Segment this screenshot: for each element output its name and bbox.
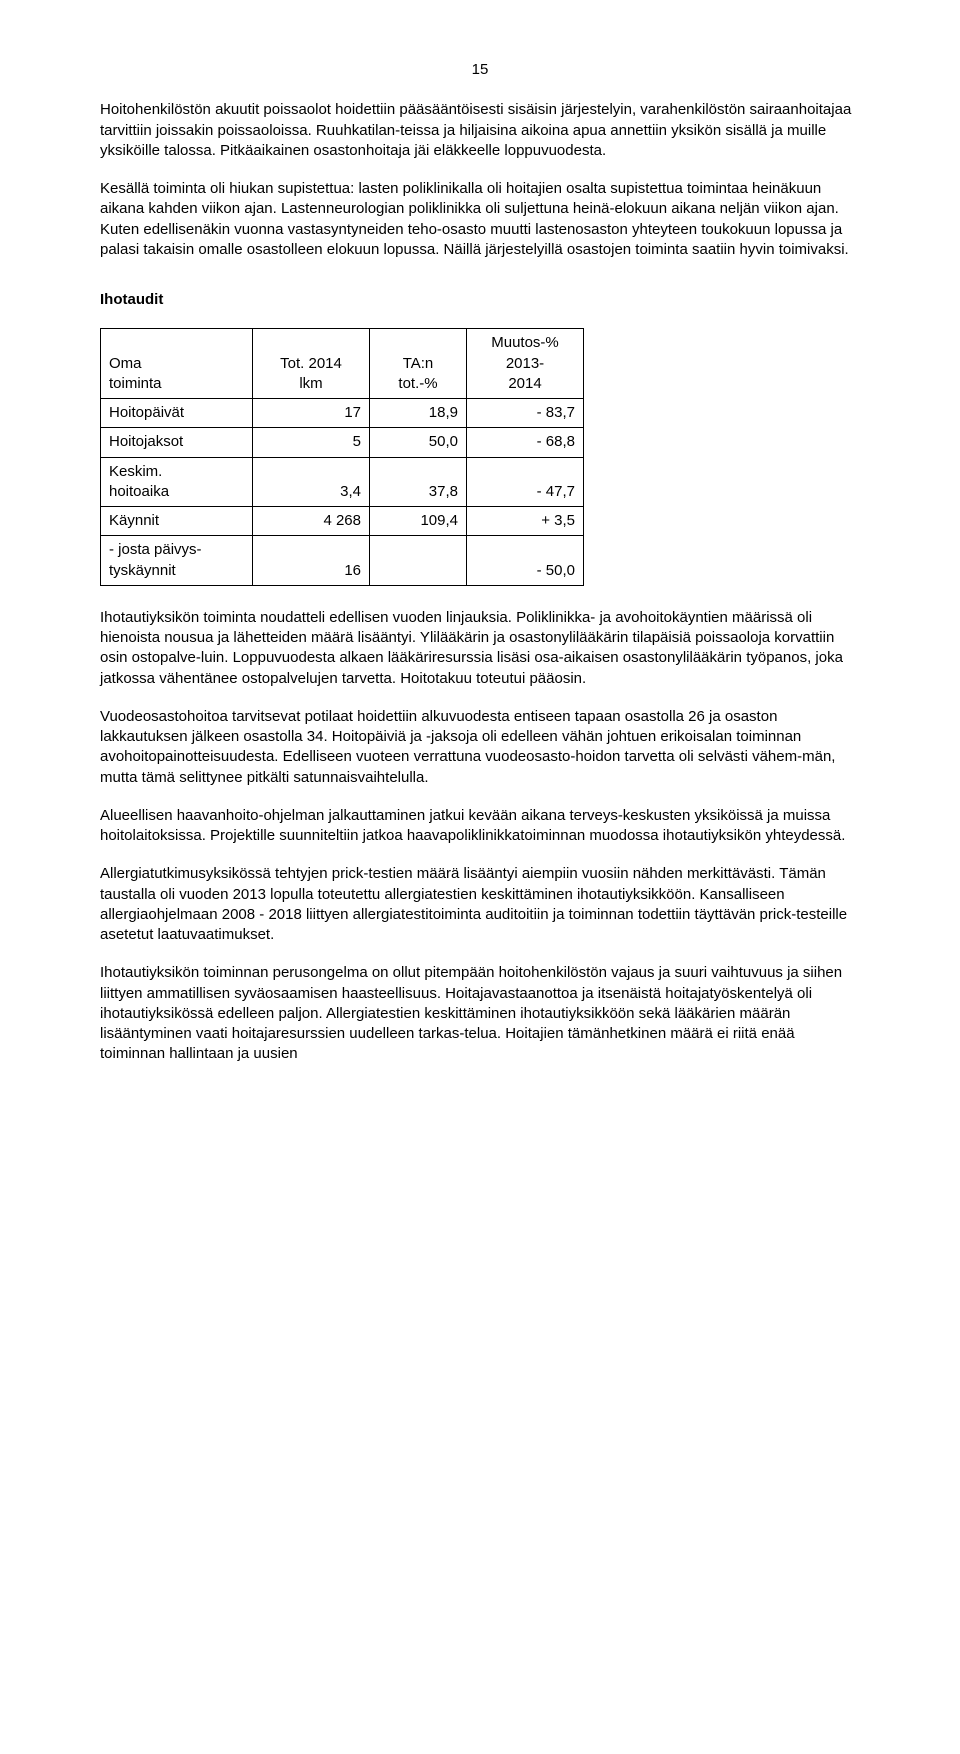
paragraph: Ihotautiyksikön toiminta noudatteli edel…	[100, 608, 860, 689]
cell: 3,4	[253, 457, 370, 507]
table-header: Muutos-% 2013- 2014	[467, 329, 584, 399]
table-row: - josta päivys- tyskäynnit 16 - 50,0	[101, 536, 584, 586]
row-label: Hoitopäivät	[101, 399, 253, 428]
row-label: Käynnit	[101, 507, 253, 536]
paragraph: Allergiatutkimusyksikössä tehtyjen prick…	[100, 864, 860, 945]
header-line: toiminta	[109, 374, 244, 394]
cell: - 83,7	[467, 399, 584, 428]
header-line: 2014	[475, 374, 575, 394]
row-label: Hoitojaksot	[101, 428, 253, 457]
cell: 4 268	[253, 507, 370, 536]
cell: - 47,7	[467, 457, 584, 507]
data-table: Oma toiminta Tot. 2014 lkm TA:n tot.-% M…	[100, 328, 584, 586]
label-line: hoitoaika	[109, 482, 244, 502]
page-number: 15	[100, 60, 860, 80]
header-line: Oma	[109, 354, 244, 374]
header-line: Tot. 2014	[261, 354, 361, 374]
header-line: 2013-	[475, 354, 575, 374]
cell: 50,0	[370, 428, 467, 457]
label-line: Keskim.	[109, 462, 244, 482]
paragraph: Ihotautiyksikön toiminnan perusongelma o…	[100, 963, 860, 1064]
cell: 16	[253, 536, 370, 586]
cell: 17	[253, 399, 370, 428]
paragraph: Alueellisen haavanhoito-ohjelman jalkaut…	[100, 806, 860, 847]
table-row: Hoitojaksot 5 50,0 - 68,8	[101, 428, 584, 457]
header-line: tot.-%	[378, 374, 458, 394]
label-line: - josta päivys-	[109, 540, 244, 560]
table-header-row: Oma toiminta Tot. 2014 lkm TA:n tot.-% M…	[101, 329, 584, 399]
table-row: Keskim. hoitoaika 3,4 37,8 - 47,7	[101, 457, 584, 507]
table-row: Hoitopäivät 17 18,9 - 83,7	[101, 399, 584, 428]
header-line: Muutos-%	[475, 333, 575, 353]
row-label: - josta päivys- tyskäynnit	[101, 536, 253, 586]
table-header: Oma toiminta	[101, 329, 253, 399]
cell	[370, 536, 467, 586]
table-header: Tot. 2014 lkm	[253, 329, 370, 399]
cell: - 68,8	[467, 428, 584, 457]
paragraph: Vuodeosastohoitoa tarvitsevat potilaat h…	[100, 707, 860, 788]
paragraph: Kesällä toiminta oli hiukan supistettua:…	[100, 179, 860, 260]
cell: 5	[253, 428, 370, 457]
cell: 18,9	[370, 399, 467, 428]
table-header: TA:n tot.-%	[370, 329, 467, 399]
header-line: TA:n	[378, 354, 458, 374]
label-line: tyskäynnit	[109, 561, 244, 581]
section-heading: Ihotaudit	[100, 290, 860, 310]
cell: 37,8	[370, 457, 467, 507]
cell: + 3,5	[467, 507, 584, 536]
header-line: lkm	[261, 374, 361, 394]
page: 15 Hoitohenkilöstön akuutit poissaolot h…	[0, 0, 960, 1143]
table-row: Käynnit 4 268 109,4 + 3,5	[101, 507, 584, 536]
paragraph: Hoitohenkilöstön akuutit poissaolot hoid…	[100, 100, 860, 161]
cell: 109,4	[370, 507, 467, 536]
cell: - 50,0	[467, 536, 584, 586]
row-label: Keskim. hoitoaika	[101, 457, 253, 507]
